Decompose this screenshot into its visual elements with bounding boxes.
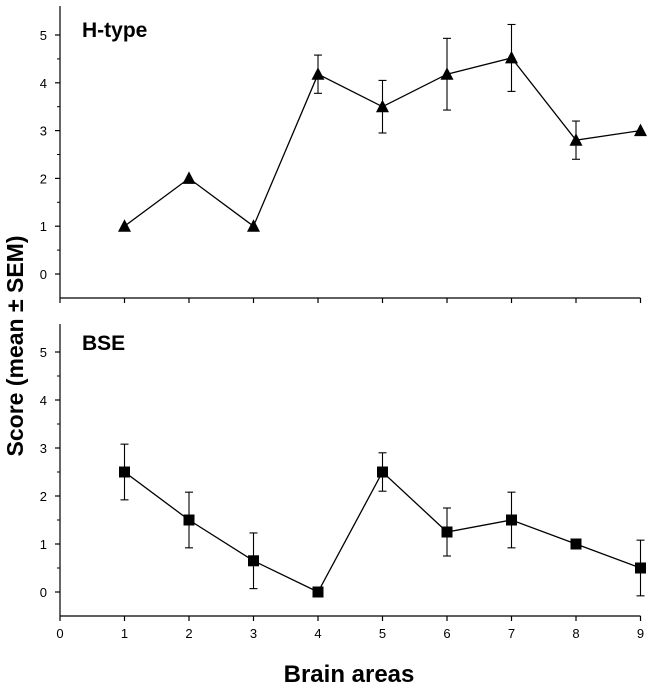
data-point-square xyxy=(570,538,582,550)
x-tick-label: 1 xyxy=(121,626,128,641)
data-point-triangle xyxy=(440,67,454,80)
data-point-triangle xyxy=(182,171,196,184)
data-point-square xyxy=(441,526,453,538)
data-point-square xyxy=(506,514,517,526)
data-point-triangle xyxy=(247,219,260,232)
data-point-triangle xyxy=(311,67,325,80)
data-point-square xyxy=(183,514,195,526)
y-tick-label: 5 xyxy=(40,345,47,360)
y-tick-label: 2 xyxy=(40,171,47,186)
x-axis-label: Brain areas xyxy=(284,661,415,688)
data-point-square xyxy=(312,586,324,598)
x-axis: 0 1 2 3 4 5 6 7 8 9 xyxy=(56,626,644,641)
y-tick-label: 1 xyxy=(40,219,47,234)
y-tick-label: 1 xyxy=(40,537,47,552)
y-tick-label: 0 xyxy=(40,267,47,282)
data-point-triangle xyxy=(505,50,518,64)
y-tick-label: 0 xyxy=(40,585,47,600)
x-tick-label: 6 xyxy=(443,626,450,641)
y-tick-label: 3 xyxy=(40,124,47,139)
x-tick-label: 7 xyxy=(508,626,515,641)
y-tick-label: 3 xyxy=(40,441,47,456)
x-tick-label: 8 xyxy=(572,626,579,641)
data-point-triangle xyxy=(569,133,583,146)
y-tick-label: 4 xyxy=(40,393,47,408)
data-point-square xyxy=(377,466,388,478)
data-point-square xyxy=(635,562,646,574)
x-tick-label: 9 xyxy=(637,626,644,641)
data-point-triangle xyxy=(118,219,131,232)
x-tick-label: 5 xyxy=(379,626,386,641)
panel-h-type: 0 1 2 3 4 5 H-type xyxy=(40,6,647,303)
data-point-triangle xyxy=(376,99,389,113)
x-tick-label: 0 xyxy=(56,626,63,641)
y-axis-label: Score (mean ± SEM) xyxy=(2,236,28,457)
y-tick-label: 5 xyxy=(40,28,47,43)
x-tick-label: 2 xyxy=(185,626,192,641)
y-tick-label: 4 xyxy=(40,76,47,91)
data-point-square xyxy=(248,555,259,567)
panel-title: BSE xyxy=(82,332,125,355)
x-tick-label: 3 xyxy=(250,626,257,641)
panel-bse: 0 1 2 3 4 5 BSE xyxy=(40,324,646,621)
x-tick-label: 4 xyxy=(314,626,321,641)
data-point-square xyxy=(119,466,130,478)
data-point-triangle xyxy=(634,123,647,137)
panel-title: H-type xyxy=(82,19,147,42)
y-tick-label: 2 xyxy=(40,489,47,504)
